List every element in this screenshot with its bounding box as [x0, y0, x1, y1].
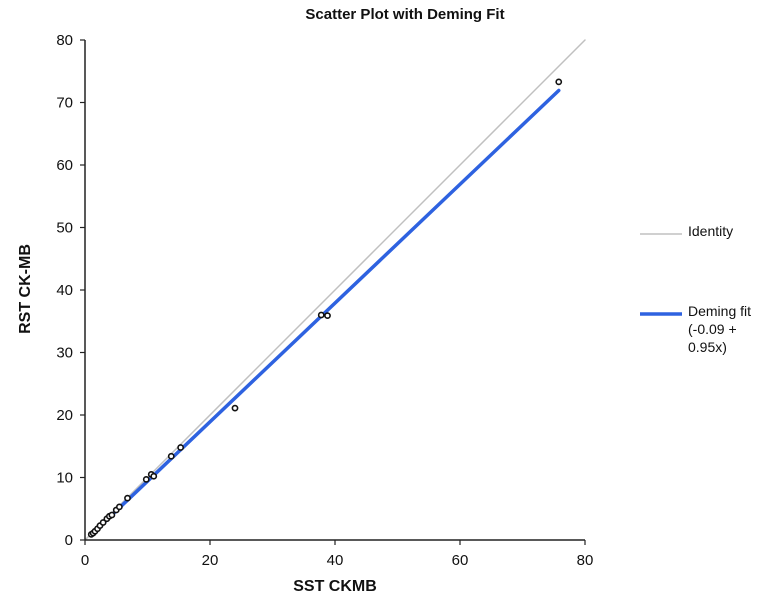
data-point [142, 475, 150, 483]
data-point [167, 452, 175, 460]
x-tick-label: 20 [202, 552, 219, 569]
data-point [124, 494, 131, 502]
data-point [177, 444, 185, 451]
legend-swatch-deming [640, 312, 682, 316]
data-point [324, 312, 331, 320]
y-tick-label: 40 [56, 282, 73, 299]
y-tick-label: 0 [65, 532, 73, 549]
data-point [555, 78, 563, 86]
x-tick-label: 0 [81, 552, 89, 569]
chart-title: Scatter Plot with Deming Fit [305, 6, 505, 23]
data-point [99, 519, 107, 526]
x-axis-label: SST CKMB [293, 578, 377, 595]
x-tick-label: 40 [327, 552, 344, 569]
data-point [115, 503, 123, 511]
y-tick-label: 20 [56, 407, 73, 424]
legend-item-deming: Deming fit (-0.09 + 0.95x) [640, 300, 770, 380]
y-tick-label: 30 [56, 345, 73, 362]
data-point [108, 511, 116, 519]
y-tick-label: 80 [56, 32, 73, 49]
legend-label-deming: Deming fit (-0.09 + 0.95x) [688, 303, 752, 355]
y-tick-label: 10 [56, 470, 73, 487]
y-tick-label: 60 [56, 157, 73, 174]
y-tick-label: 50 [56, 220, 73, 237]
y-tick-label: 70 [56, 95, 73, 112]
legend-label-identity: Identity [688, 223, 734, 239]
data-point [317, 311, 325, 319]
legend-swatch-identity [640, 233, 682, 235]
data-point [150, 472, 158, 480]
legend-item-identity: Identity [640, 220, 770, 300]
x-tick-label: 80 [577, 552, 594, 569]
x-tick-label: 60 [452, 552, 469, 569]
deming-fit-line [89, 88, 561, 537]
legend: Identity Deming fit (-0.09 + 0.95x) [640, 220, 770, 380]
data-point [231, 404, 239, 412]
y-axis-label: RST CK-MB [17, 244, 34, 334]
identity-line [84, 39, 586, 541]
